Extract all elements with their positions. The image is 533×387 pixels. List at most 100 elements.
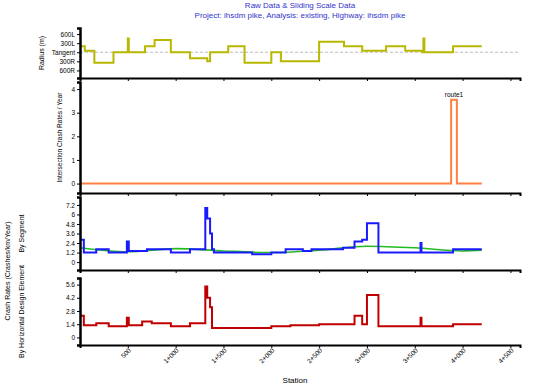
tick-label: 4+500: [497, 346, 515, 364]
title: Raw Data & Sliding Scale Data: [245, 1, 356, 10]
tick-label: 4: [71, 86, 75, 93]
tick-mark: [415, 270, 416, 273]
tick: 2+000: [258, 345, 276, 364]
tick: 300L: [61, 40, 80, 47]
tick: 4+000: [449, 345, 467, 364]
tick: 2.4: [66, 240, 80, 247]
tick-mark: [77, 253, 80, 254]
tick-mark: [271, 270, 272, 273]
x-axis: 500 1+000 1+500 2+000 2+500 3+000 3+500 4+000 4+…: [81, 345, 521, 364]
tick-mark: [77, 243, 80, 244]
plot-area: [80, 286, 482, 328]
x-axis: [81, 193, 521, 196]
tick-label: 5.6: [66, 281, 75, 288]
tick: 3+000: [353, 345, 371, 364]
tick-label: 2.4: [66, 240, 75, 247]
tick: [510, 270, 511, 273]
tick-label: 1: [71, 157, 75, 164]
tick-mark: [77, 34, 80, 35]
tick-label: 3+500: [401, 346, 419, 364]
tick-mark: [271, 78, 272, 81]
y-axis-title: By Segment: [18, 214, 26, 252]
tick: 300R: [59, 58, 80, 65]
tick: [176, 193, 177, 196]
tick-label: 0: [71, 334, 75, 341]
tick: [319, 193, 320, 196]
tick-label: 600R: [59, 67, 75, 74]
tick-mark: [77, 43, 80, 44]
tick: 1.2: [66, 249, 80, 256]
tick-label: 300R: [59, 58, 75, 65]
tick-mark: [319, 78, 320, 81]
tick: 2+500: [305, 345, 323, 364]
tick-label: 3: [71, 109, 75, 116]
axis-line: [81, 346, 521, 349]
axis-line: [77, 83, 81, 194]
tick: 0: [71, 180, 80, 187]
tick-mark: [77, 285, 80, 286]
tick: [176, 78, 177, 81]
tick-mark: [77, 224, 80, 225]
series-line: [80, 286, 482, 328]
tick-label: 500: [119, 346, 132, 359]
tick-label: 1.4: [66, 321, 75, 328]
tick-mark: [77, 184, 80, 185]
plot-area: [80, 39, 482, 63]
tick: 1+000: [162, 345, 180, 364]
tick-mark: [77, 262, 80, 263]
tick: 2.8: [66, 308, 80, 315]
subtitle: Project: ihsdm pike, Analysis: existing,…: [195, 11, 406, 20]
tick: [223, 193, 224, 196]
tick-mark: [367, 78, 368, 81]
tick-mark: [510, 193, 511, 196]
tick-label: 4.8: [66, 221, 75, 228]
tick: 3.6: [66, 230, 80, 237]
x-axis-title: Station: [283, 376, 308, 385]
tick-mark: [77, 70, 80, 71]
axis-line: [81, 271, 521, 274]
tick-label: 6: [71, 211, 75, 218]
axis-line: [81, 194, 521, 197]
tick: 1+500: [210, 345, 228, 364]
tick-mark: [510, 270, 511, 273]
tick: [510, 193, 511, 196]
plot-area: [80, 100, 482, 184]
series-line: [80, 100, 482, 184]
tick: 4.8: [66, 221, 80, 228]
tick-mark: [319, 270, 320, 273]
tick: [271, 193, 272, 196]
tick-mark: [77, 160, 80, 161]
tick-mark: [223, 78, 224, 81]
tick: [271, 78, 272, 81]
tick-mark: [128, 270, 129, 273]
tick-label: 7.2: [66, 202, 75, 209]
y-axis-group-title: Crash Rates (Crashes/km/Year): [4, 222, 12, 321]
tick-label: 4.2: [66, 294, 75, 301]
x-axis: [81, 270, 521, 273]
tick-mark: [77, 324, 80, 325]
tick: [415, 78, 416, 81]
x-axis: [81, 78, 521, 81]
tick-label: 3.6: [66, 230, 75, 237]
tick: 1: [71, 157, 80, 164]
tick-label: 1+500: [210, 346, 228, 364]
y-axis: 0 1.4 2.8 4.2 5.6: [66, 279, 81, 346]
tick-mark: [128, 193, 129, 196]
tick: 600R: [59, 67, 80, 74]
tick-label: 1.2: [66, 249, 75, 256]
tick: [463, 270, 464, 273]
y-axis: 01234: [71, 83, 80, 194]
tick: [367, 270, 368, 273]
tick-mark: [176, 270, 177, 273]
tick-mark: [463, 270, 464, 273]
tick-label: Tangent: [52, 49, 75, 57]
tick-label: 2.8: [66, 308, 75, 315]
tick: 4.2: [66, 294, 80, 301]
tick-label: 0: [71, 180, 75, 187]
series-label: route1: [445, 91, 464, 98]
tick: 1.4: [66, 321, 80, 328]
tick: [510, 78, 511, 81]
tick: 4: [71, 86, 80, 93]
tick-mark: [77, 234, 80, 235]
y-axis: 01.22.43.64.867.2: [66, 198, 81, 271]
